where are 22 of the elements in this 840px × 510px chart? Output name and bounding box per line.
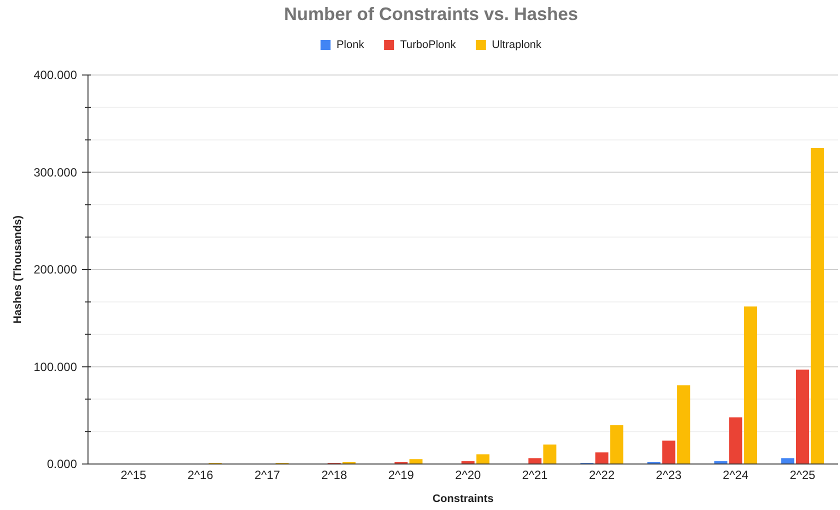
x-tick-label: 2^15 bbox=[120, 468, 147, 482]
x-tick-label: 2^25 bbox=[790, 468, 816, 482]
x-tick-label: 2^18 bbox=[321, 468, 348, 482]
y-tick-label: 200.000 bbox=[34, 262, 78, 276]
x-tick-label: 2^17 bbox=[254, 468, 280, 482]
legend-label: TurboPlonk bbox=[400, 39, 456, 51]
y-tick-label: 100.000 bbox=[34, 360, 78, 374]
y-tick-label: 300.000 bbox=[34, 165, 78, 180]
x-tick-label: 2^21 bbox=[522, 468, 548, 482]
y-tick-label: 400.000 bbox=[34, 68, 78, 82]
y-tick-label: 0.000 bbox=[46, 457, 78, 471]
legend-label: Ultraplonk bbox=[492, 39, 542, 51]
chart-title: Number of Constraints vs. Hashes bbox=[284, 4, 578, 24]
x-tick-label: 2^20 bbox=[455, 468, 482, 482]
x-tick-label: 2^24 bbox=[722, 468, 749, 482]
x-tick-label: 2^16 bbox=[188, 468, 214, 482]
x-tick-label: 2^22 bbox=[588, 468, 615, 482]
x-tick-label: 2^19 bbox=[388, 468, 414, 482]
y-axis-title: Hashes (Thousands) bbox=[12, 215, 24, 324]
legend-label: Plonk bbox=[336, 39, 365, 51]
x-axis-title: Constraints bbox=[432, 493, 494, 505]
x-tick-label: 2^23 bbox=[656, 468, 682, 482]
